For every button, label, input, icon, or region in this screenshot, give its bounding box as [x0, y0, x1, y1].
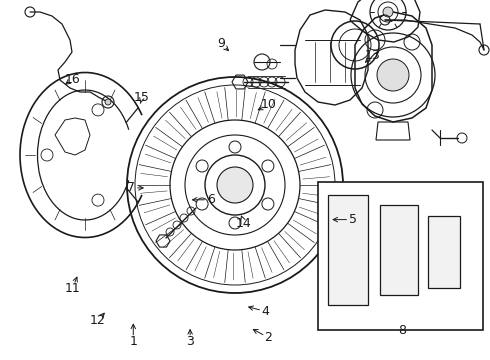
Text: 6: 6	[207, 193, 215, 206]
Circle shape	[356, 271, 384, 299]
Text: 8: 8	[398, 324, 406, 337]
Text: 13: 13	[365, 49, 380, 62]
Text: 5: 5	[349, 213, 357, 226]
Text: 12: 12	[90, 314, 106, 327]
Bar	[318, 182, 483, 330]
Text: 1: 1	[129, 335, 137, 348]
Text: 4: 4	[262, 305, 270, 318]
Circle shape	[217, 167, 253, 203]
Text: 14: 14	[236, 217, 252, 230]
Circle shape	[377, 59, 409, 91]
Circle shape	[383, 7, 393, 17]
Text: 7: 7	[127, 181, 135, 194]
Text: 11: 11	[65, 282, 80, 294]
Text: 15: 15	[134, 91, 150, 104]
Bar	[328, 195, 368, 305]
Text: 3: 3	[186, 335, 194, 348]
Bar	[380, 205, 418, 295]
Text: 2: 2	[265, 331, 272, 344]
Circle shape	[105, 99, 111, 105]
Bar	[428, 216, 460, 288]
Text: 16: 16	[65, 73, 80, 86]
Text: 10: 10	[261, 98, 276, 111]
Text: 9: 9	[218, 37, 225, 50]
Circle shape	[388, 238, 402, 252]
